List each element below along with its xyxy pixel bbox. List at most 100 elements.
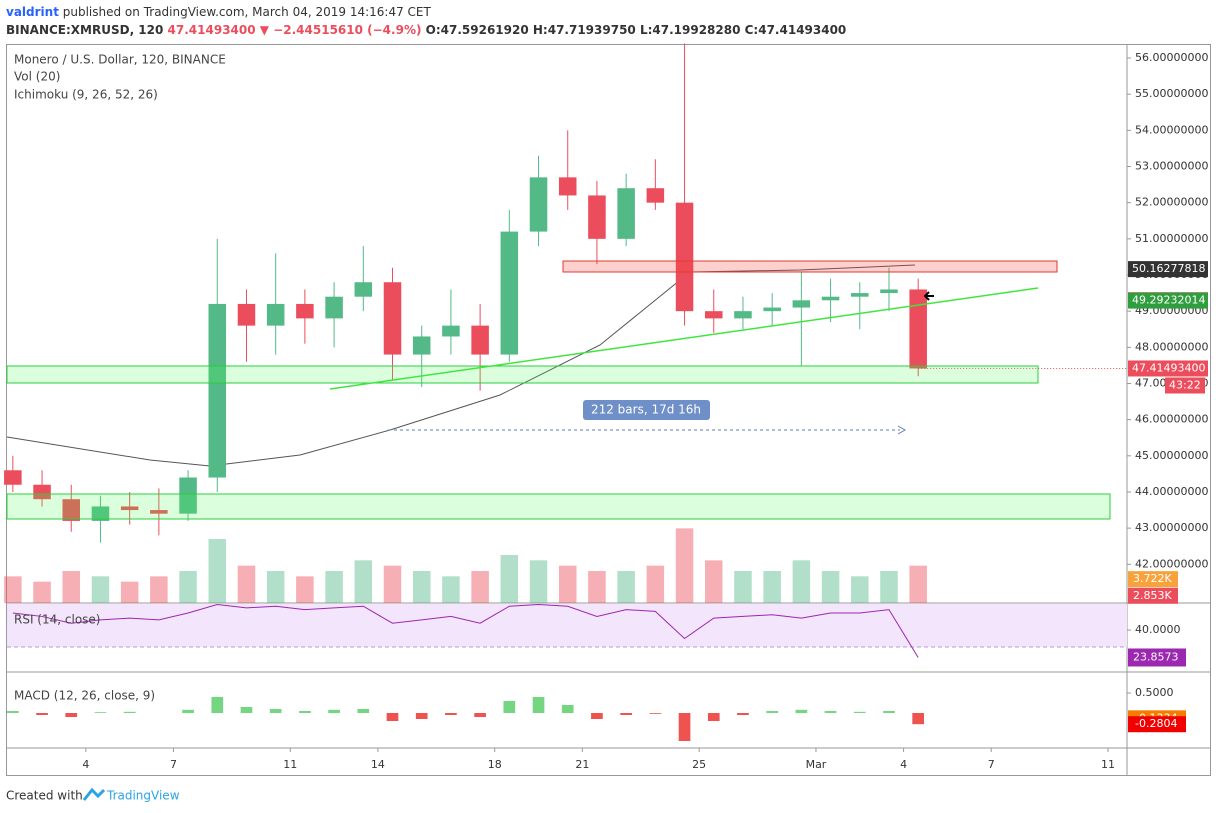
macd-bar [678, 713, 691, 741]
candle-body [558, 177, 577, 196]
volume-bar [237, 565, 256, 603]
volume-bar [763, 571, 781, 603]
price: 47.41493400 [168, 23, 256, 37]
volume-bar [588, 571, 606, 603]
header-line: valdrint published on TradingView.com, M… [6, 5, 431, 19]
macd-bar [766, 711, 779, 713]
macd-bar [737, 713, 749, 715]
volume-bar [617, 571, 635, 603]
measure-label: 212 bars, 17d 16h [591, 403, 701, 417]
y-tick-label: 52.00000000 [1135, 196, 1208, 209]
y-tick-label: 55.00000000 [1135, 87, 1208, 100]
price-label-box [1128, 360, 1208, 377]
macd-bar [912, 713, 925, 725]
volume-bar [412, 571, 431, 603]
volume-bar [821, 571, 840, 603]
pointer-arrow [923, 291, 934, 301]
volume-bar [792, 560, 811, 603]
candle-body [266, 303, 285, 326]
x-tick-label: 18 [488, 758, 502, 771]
macd-tick-label: 0.5000 [1135, 686, 1174, 699]
support-zone[interactable] [6, 365, 1039, 384]
macd-bar [211, 697, 224, 713]
volume-bar [150, 576, 168, 603]
candle-body [91, 506, 110, 521]
legend-series: Monero / U.S. Dollar, 120, BINANCE [14, 53, 226, 67]
x-tick-label: 4 [900, 758, 907, 771]
price-label: 49.29232014 [1132, 294, 1205, 307]
volume-label-box [1128, 571, 1178, 588]
macd-bar [94, 712, 107, 713]
rsi-line [12, 604, 919, 658]
candle-body [880, 289, 898, 294]
y-tick-label: 44.00000000 [1135, 485, 1208, 498]
candle-body [325, 296, 343, 319]
macd-bar [357, 709, 370, 713]
footer-brand[interactable]: TradingView [106, 789, 180, 803]
candle-body [763, 307, 781, 312]
volume-bar [383, 565, 402, 603]
macd-bar [36, 713, 48, 715]
published: published on TradingView.com, March 04, … [59, 5, 432, 19]
countdown-box [1165, 377, 1205, 394]
measure-arrowhead [897, 425, 907, 435]
volume-bar [4, 576, 22, 603]
candle-body [33, 484, 51, 500]
x-tick-label: 21 [575, 758, 589, 771]
macd-value-box [1128, 716, 1186, 733]
resistance-zone[interactable] [562, 260, 1058, 273]
volume-label-box [1128, 587, 1178, 604]
candle-body [383, 282, 402, 355]
volume-bar [33, 581, 51, 603]
macd-bar [328, 709, 340, 713]
x-tick-label: 7 [988, 758, 995, 771]
volume-bar [208, 539, 227, 603]
volume-bar [646, 565, 665, 603]
volume-bar [471, 571, 489, 603]
volume-bar [500, 555, 519, 603]
macd-bar [123, 711, 136, 713]
support-zone[interactable] [6, 493, 1111, 520]
volume-label: 2.853K [1133, 589, 1172, 602]
candle-body [442, 325, 460, 337]
ohlc: O:47.59261920 H:47.71939750 L:47.1992828… [426, 23, 847, 37]
candle-body [150, 510, 168, 514]
frame [6, 44, 1211, 776]
volume-bar [442, 576, 460, 603]
volume-bar [296, 576, 314, 603]
user[interactable]: valdrint [6, 5, 59, 19]
trend-line[interactable] [329, 287, 1039, 390]
macd-bar [824, 711, 837, 713]
volume-bar [880, 571, 898, 603]
volume-bar [62, 571, 81, 603]
volume-bar [704, 560, 723, 603]
macd-bar [386, 713, 399, 721]
candle-body [529, 177, 548, 232]
x-tick-label: 14 [371, 758, 385, 771]
y-tick-label: 54.00000000 [1135, 123, 1208, 136]
price-label: 47.41493400 [1132, 361, 1205, 374]
candle-body [734, 311, 752, 319]
candle-body [704, 311, 723, 319]
y-tick-label: 56.00000000 [1135, 51, 1208, 64]
macd-bar [707, 713, 720, 721]
macd-bar [474, 713, 486, 717]
candle-body [208, 303, 227, 478]
volume-bar [734, 571, 752, 603]
rsi-legend: RSI (14, close) [14, 613, 100, 627]
macd-bar [620, 713, 632, 715]
y-tick-label: 45.00000000 [1135, 449, 1208, 462]
candle-body [296, 303, 314, 319]
rsi-value-box [1128, 648, 1186, 667]
x-tick-label: 25 [692, 758, 706, 771]
macd-bar [853, 711, 866, 713]
macd-bar [503, 701, 516, 713]
volume-bar [558, 565, 577, 603]
candle-body [851, 293, 869, 297]
candle-body [120, 506, 139, 511]
y-tick-label: 48.00000000 [1135, 340, 1208, 353]
volume-bar [851, 576, 869, 603]
candle-body [237, 303, 256, 326]
footer-created: Created with [6, 789, 83, 803]
candle-body [412, 336, 431, 355]
